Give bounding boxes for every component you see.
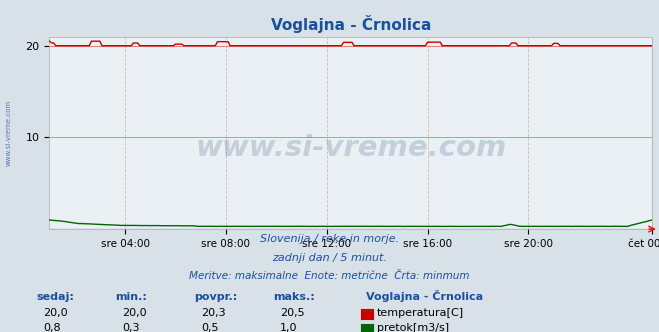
Text: Slovenija / reke in morje.: Slovenija / reke in morje. [260, 234, 399, 244]
Text: zadnji dan / 5 minut.: zadnji dan / 5 minut. [272, 253, 387, 263]
Text: www.si-vreme.com: www.si-vreme.com [195, 134, 507, 162]
Text: 20,0: 20,0 [43, 308, 67, 318]
Text: 20,3: 20,3 [201, 308, 225, 318]
Text: 0,8: 0,8 [43, 323, 61, 332]
Text: 0,5: 0,5 [201, 323, 219, 332]
Text: 1,0: 1,0 [280, 323, 298, 332]
Text: www.si-vreme.com: www.si-vreme.com [5, 100, 11, 166]
Text: 20,0: 20,0 [122, 308, 146, 318]
Text: maks.:: maks.: [273, 292, 315, 302]
Text: Voglajna - Črnolica: Voglajna - Črnolica [366, 290, 483, 302]
Text: sedaj:: sedaj: [36, 292, 74, 302]
Text: pretok[m3/s]: pretok[m3/s] [377, 323, 449, 332]
Text: Meritve: maksimalne  Enote: metrične  Črta: minmum: Meritve: maksimalne Enote: metrične Črta… [189, 271, 470, 281]
Text: povpr.:: povpr.: [194, 292, 238, 302]
Title: Voglajna - Črnolica: Voglajna - Črnolica [271, 15, 431, 33]
Text: 20,5: 20,5 [280, 308, 304, 318]
Text: temperatura[C]: temperatura[C] [377, 308, 464, 318]
Text: 0,3: 0,3 [122, 323, 140, 332]
Text: min.:: min.: [115, 292, 147, 302]
